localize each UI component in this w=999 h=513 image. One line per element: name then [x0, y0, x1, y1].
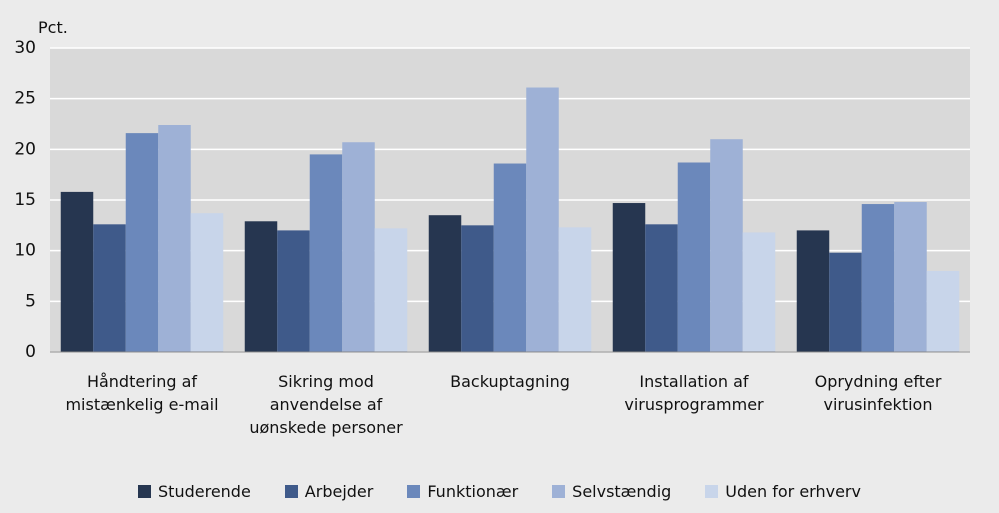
bar: [374, 228, 408, 352]
bar: [309, 154, 343, 352]
legend-item: Selvstændig: [552, 482, 671, 501]
y-tick-label: 0: [25, 342, 36, 362]
bar: [645, 224, 678, 352]
bar: [894, 202, 927, 352]
x-tick-label: Oprydning efter virusinfektion: [814, 372, 942, 414]
bar: [493, 163, 527, 352]
legend-swatch: [407, 485, 421, 498]
bar: [742, 232, 776, 352]
bar: [461, 225, 494, 352]
legend-swatch: [284, 485, 298, 498]
y-tick-label: 15: [14, 190, 36, 210]
y-tick-label: 20: [14, 139, 36, 159]
bar: [277, 230, 310, 352]
bar: [526, 87, 559, 353]
legend-item: Studerende: [138, 482, 251, 501]
bar: [829, 252, 862, 352]
y-tick-label: 25: [14, 89, 36, 109]
legend-swatch: [138, 485, 152, 498]
x-tick-label: Håndtering af mistænkelig e-mail: [65, 372, 219, 414]
bar: [677, 162, 711, 352]
legend-swatch: [705, 485, 719, 498]
x-tick-label: Sikring mod anvendelse af uønskede perso…: [249, 372, 403, 437]
legend-label: Funktionær: [427, 482, 519, 501]
bar: [612, 203, 646, 352]
bar: [342, 142, 375, 352]
bar: [558, 227, 592, 352]
legend-label: Arbejder: [304, 482, 374, 501]
legend-swatch: [552, 485, 566, 498]
bar: [926, 270, 960, 352]
legend-item: Funktionær: [407, 482, 518, 501]
y-tick-label: 5: [25, 291, 36, 311]
x-tick-label: Installation af virusprogrammer: [624, 372, 764, 414]
y-tick-label: 10: [14, 241, 36, 261]
legend-label: Studerende: [158, 482, 251, 501]
bar: [244, 221, 278, 352]
legend: Studerende Arbejder Funktionær Selvstændig U…: [0, 482, 999, 501]
legend-item: Uden for erhverv: [705, 482, 861, 501]
y-axis-label: Pct.: [38, 18, 68, 37]
bar: [861, 204, 895, 352]
bar: [796, 230, 830, 352]
bar: [93, 224, 126, 352]
bar: [190, 213, 224, 352]
bar: [710, 139, 743, 352]
bar: [428, 215, 462, 352]
legend-item: Arbejder: [284, 482, 374, 501]
legend-label: Selvstændig: [572, 482, 672, 501]
legend-label: Uden for erhverv: [725, 482, 861, 501]
bar: [158, 125, 191, 352]
bar: [125, 133, 159, 352]
y-tick-label: 30: [14, 38, 36, 58]
x-tick-label: Backuptagning: [450, 372, 570, 391]
bar: [60, 191, 94, 352]
